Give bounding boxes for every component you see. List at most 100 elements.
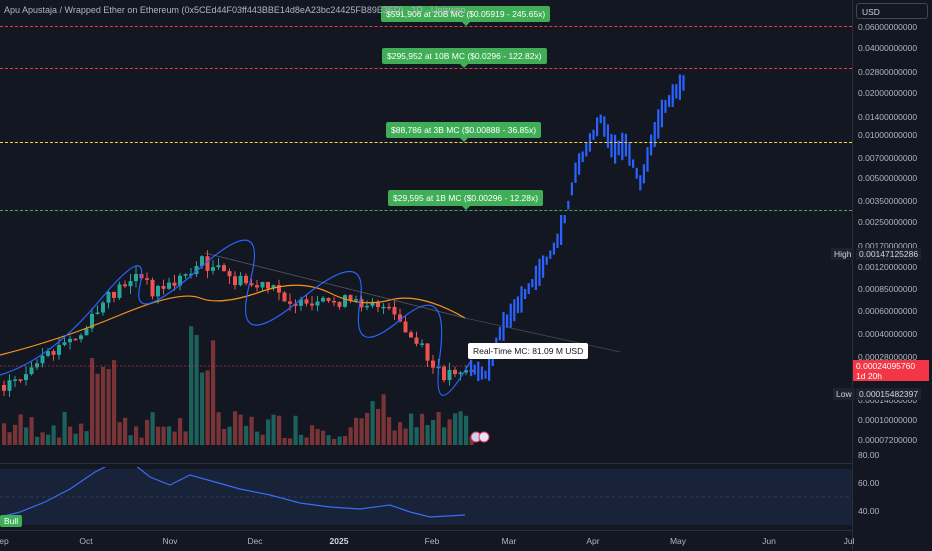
volume-bar: [227, 426, 232, 445]
projection-candle: [581, 151, 584, 163]
volume-bar: [315, 429, 320, 445]
projection-candle: [671, 84, 674, 108]
volume-bar: [18, 414, 23, 445]
volume-bar: [145, 419, 150, 445]
rsi-tick-40: 40.00: [858, 506, 880, 516]
projection-candle: [603, 116, 606, 137]
candle-body: [431, 360, 435, 368]
volume-bar: [40, 432, 45, 445]
candle-body: [62, 342, 67, 345]
volume-bar: [321, 430, 326, 445]
y-tick-label: 0.04000000000: [858, 43, 918, 53]
projection-candle: [592, 129, 595, 140]
volume-bar: [414, 427, 419, 445]
y-tick-label: 0.00500000000: [858, 173, 918, 183]
candle-body: [150, 279, 155, 297]
symbol-title[interactable]: Apu Apustaja / Wrapped Ether on Ethereum…: [4, 5, 466, 15]
projection-candle: [556, 233, 559, 249]
current-price-tag: 0.00024095760 1d 20h: [853, 360, 929, 381]
projection-candle: [632, 159, 635, 168]
volume-bar: [299, 434, 304, 445]
us-flag-icon: [478, 431, 490, 443]
candle-body: [123, 284, 127, 287]
candle-body: [211, 267, 215, 271]
projection-candle: [520, 286, 523, 313]
target-label-3b[interactable]: $88,786 at 3B MC ($0.00888 - 36.85x): [386, 122, 542, 142]
volume-bar: [293, 415, 298, 445]
volume-bar: [178, 418, 183, 445]
x-label-dec: Dec: [247, 536, 263, 546]
projection-candle: [545, 256, 548, 265]
y-tick-label: 0.00085000000: [858, 284, 918, 294]
target-label-20b[interactable]: $591,906 at 20B MC ($0.05919 - 245.65x): [381, 6, 551, 26]
y-tick-label: 0.00350000000: [858, 196, 918, 206]
candle-body: [326, 297, 331, 301]
projection-candle: [480, 366, 483, 380]
countdown-value: 1d 20h: [856, 371, 882, 381]
projection-candle: [524, 288, 527, 300]
projection-candle: [617, 140, 620, 156]
volume-bar: [128, 435, 133, 445]
volume-bar: [365, 412, 370, 445]
volume-bar: [57, 437, 62, 445]
candle-body: [343, 295, 347, 307]
volume-bar: [337, 436, 342, 445]
volume-bar: [79, 423, 84, 445]
volume-bar: [205, 370, 210, 445]
currency-button[interactable]: USD: [856, 3, 928, 19]
projection-candle: [664, 99, 667, 113]
candle-body: [420, 343, 424, 345]
candle-body: [205, 256, 210, 271]
candle-body: [112, 291, 116, 298]
candle-body: [447, 369, 452, 381]
time-axis[interactable]: [0, 530, 852, 551]
projection-candle: [606, 124, 609, 148]
projection-candle: [560, 215, 563, 245]
projection-candle: [675, 84, 678, 99]
volume-bar: [2, 423, 7, 445]
projection-candle: [621, 132, 624, 161]
target-label-1b[interactable]: $29,595 at 1B MC ($0.00296 - 12.28x): [388, 190, 544, 210]
candle-body: [106, 291, 111, 303]
volume-bar: [442, 427, 447, 445]
volume-bar: [343, 435, 348, 445]
price-chart-canvas[interactable]: [0, 0, 852, 465]
y-tick-label: 0.06000000000: [858, 22, 918, 32]
candle-body: [414, 337, 419, 344]
candle-body: [128, 281, 133, 287]
candle-body: [68, 338, 72, 343]
candle-body: [161, 285, 166, 289]
candle-body: [35, 363, 39, 368]
volume-bar: [370, 401, 375, 445]
volume-bar: [271, 414, 276, 445]
projection-candle: [538, 258, 541, 286]
target-label-10b[interactable]: $295,952 at 10B MC ($0.0296 - 122.82x): [382, 48, 547, 68]
price-axis[interactable]: [852, 0, 932, 550]
projection-candle: [646, 147, 649, 172]
projection-candle: [642, 164, 645, 184]
x-label-jun: Jun: [762, 536, 776, 546]
low-value: 0.00015482397: [856, 388, 922, 400]
candle-body: [464, 370, 468, 373]
candle-body: [332, 300, 336, 303]
volume-bar: [288, 438, 293, 445]
rsi-line: [0, 467, 466, 518]
volume-bar: [282, 437, 287, 445]
volume-bar: [453, 413, 458, 445]
volume-bar: [266, 419, 271, 445]
volume-bar: [134, 426, 139, 445]
volume-bar: [409, 413, 414, 445]
volume-bar: [150, 412, 155, 445]
candle-body: [354, 299, 358, 301]
volume-bar: [73, 433, 78, 445]
pane-divider[interactable]: [0, 463, 932, 464]
projection-candle: [668, 95, 671, 107]
projection-candle: [509, 303, 512, 328]
rsi-indicator-pane[interactable]: [0, 467, 852, 525]
candle-body: [29, 367, 34, 375]
y-tick-label: 0.00040000000: [858, 329, 918, 339]
x-label-may: May: [669, 536, 687, 546]
projection-candle: [552, 242, 555, 255]
candle-body: [227, 271, 232, 277]
